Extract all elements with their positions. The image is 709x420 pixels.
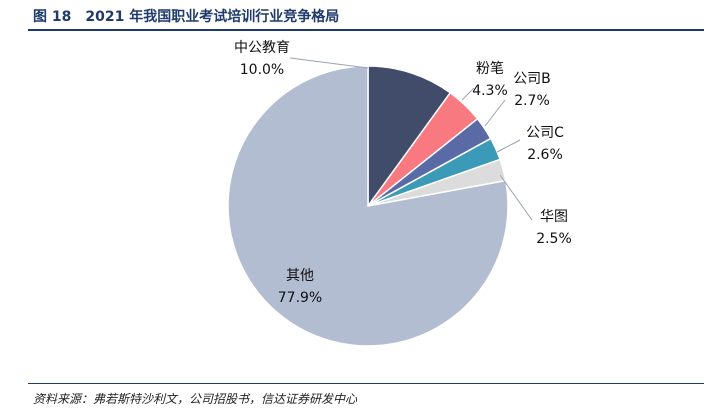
slice-value-3: 2.7% <box>514 93 550 109</box>
slice-label-1: 中公教育 <box>234 40 290 56</box>
pie-slices <box>227 65 509 347</box>
slice-label-3: 公司B <box>513 71 551 87</box>
slice-label-4: 公司C <box>526 125 564 141</box>
leader-line-1 <box>289 57 369 69</box>
slice-value-6: 77.9% <box>278 290 322 306</box>
slice-labels: 中公教育 10.0% 粉笔 4.3% 公司B 2.7% 公司C 2.6% 华图 2.5% 其他 77.… <box>234 40 572 306</box>
pie-chart: 中公教育 10.0% 粉笔 4.3% 公司B 2.7% 公司C 2.6% 华图 2.5% 其他 77.… <box>227 40 572 347</box>
leader-line-4 <box>496 139 521 153</box>
slice-label-6: 其他 <box>286 268 314 284</box>
title-divider <box>28 29 704 31</box>
footer-divider <box>28 383 704 384</box>
pie-slice-1 <box>367 65 452 209</box>
leader-lines <box>289 57 533 221</box>
figure-header: 图 18 2021 年我国职业考试培训行业竞争格局 <box>0 0 709 31</box>
slice-value-1: 10.0% <box>240 62 284 78</box>
slice-label-5: 华图 <box>540 209 568 225</box>
slice-value-4: 2.6% <box>527 147 563 163</box>
slice-label-2: 粉笔 <box>476 61 504 77</box>
figure-title: 图 18 2021 年我国职业考试培训行业竞争格局 <box>33 9 340 25</box>
slice-value-2: 4.3% <box>472 83 508 99</box>
leader-line-2 <box>461 87 475 101</box>
pie-slice-6 <box>227 65 509 347</box>
source-note: 资料来源：弗若斯特沙利文，公司招股书，信达证券研发中心 <box>33 392 358 406</box>
leader-line-3 <box>484 99 506 127</box>
slice-value-5: 2.5% <box>536 231 572 247</box>
leader-line-5 <box>499 174 533 221</box>
